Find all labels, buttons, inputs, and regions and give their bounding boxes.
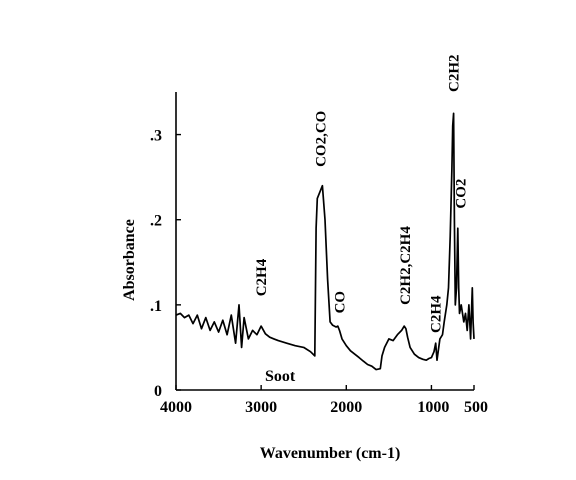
y-tick-label: 0 — [154, 383, 162, 400]
axes: 0 .1 .2 .3 4000 3000 2000 1000 500 — [150, 92, 488, 416]
x-tick-label: 3000 — [245, 399, 277, 416]
inset-label: Soot — [265, 368, 296, 385]
y-tick-label: .3 — [150, 128, 162, 145]
annotation-label: CO2 — [453, 179, 469, 209]
annotation-label: C2H4 — [429, 295, 445, 333]
annotation-label: CO — [333, 291, 349, 314]
x-tick-label: 2000 — [330, 399, 362, 416]
x-tick-label: 1000 — [417, 399, 449, 416]
y-axis-title: Absorbance — [121, 219, 138, 301]
x-tick-label: 500 — [464, 399, 488, 416]
annotation-label: CO2,CO — [314, 111, 330, 167]
annotations: C2H4 CO2,CO CO C2H2,C2H4 C2H4 C2H2 CO2 — [254, 55, 469, 334]
x-tick-label: 4000 — [160, 399, 192, 416]
y-tick-label: .1 — [150, 298, 162, 315]
y-tick-label: .2 — [150, 213, 162, 230]
annotation-label: C2H2 — [447, 55, 463, 93]
spectrum-line — [175, 112, 475, 371]
annotation-label: C2H4 — [254, 258, 270, 296]
annotation-label: C2H2,C2H4 — [398, 226, 414, 305]
x-axis-title: Wavenumber (cm-1) — [260, 445, 401, 462]
series-group — [175, 112, 475, 371]
